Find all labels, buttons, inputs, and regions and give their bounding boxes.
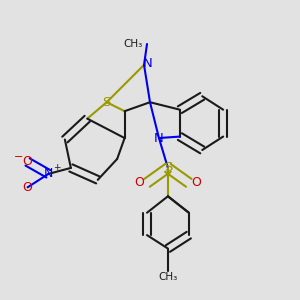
Text: CH₃: CH₃ [158,272,178,282]
Text: O: O [22,155,32,168]
Text: N: N [44,167,53,180]
Text: N: N [154,132,164,145]
Text: −: − [14,152,23,162]
Text: O: O [135,176,145,189]
Text: +: + [53,163,61,172]
Text: S: S [164,161,172,174]
Text: S: S [103,96,111,109]
Text: CH₃: CH₃ [123,39,142,49]
Text: O: O [191,176,201,189]
Text: N: N [143,57,152,70]
Text: O: O [22,181,32,194]
